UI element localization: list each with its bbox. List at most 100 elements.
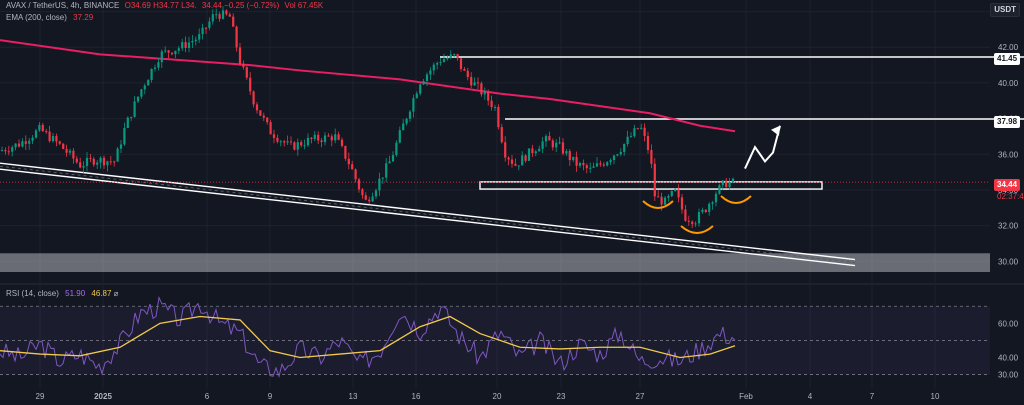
- candle: [480, 81, 483, 97]
- symbol-legend[interactable]: AVAX / TetherUS, 4h, BINANCE O34.69 H34.…: [6, 1, 323, 10]
- candle: [45, 128, 48, 134]
- candle: [153, 64, 157, 72]
- candle: [28, 137, 31, 150]
- candle-body: [725, 180, 728, 188]
- candle: [504, 136, 507, 162]
- candle-body: [691, 221, 694, 225]
- candle: [385, 158, 388, 183]
- rsi-axis-tick: 30.00: [998, 371, 1019, 380]
- candle: [701, 207, 704, 214]
- candle: [572, 156, 575, 163]
- candle: [619, 148, 622, 157]
- candle: [538, 145, 541, 152]
- rsi-legend[interactable]: RSI (14, close) 51.90 46.87 ⌀: [6, 289, 119, 298]
- candle: [677, 184, 680, 203]
- candle: [466, 67, 469, 81]
- candle-body: [55, 135, 58, 142]
- candle-body: [650, 149, 653, 164]
- candle: [184, 36, 187, 53]
- candle-body: [589, 167, 592, 169]
- candle-body: [663, 197, 667, 205]
- ema-legend[interactable]: EMA (200, close) 37.29: [6, 13, 93, 22]
- candle: [405, 117, 408, 126]
- candle-body: [517, 165, 520, 167]
- candle-body: [357, 179, 361, 190]
- candle-body: [232, 16, 235, 27]
- candle: [327, 133, 330, 137]
- candle-body: [34, 130, 38, 138]
- candle-body: [215, 14, 218, 16]
- candle-body: [463, 68, 466, 71]
- candle-body: [201, 27, 204, 35]
- candle-body: [368, 199, 371, 202]
- candle-body: [531, 148, 534, 154]
- candle: [320, 138, 323, 148]
- candle: [75, 155, 78, 164]
- currency-badge[interactable]: USDT: [990, 3, 1020, 17]
- candle: [357, 177, 361, 193]
- candle: [388, 155, 391, 164]
- candle: [279, 139, 282, 147]
- candle-body: [17, 143, 21, 147]
- rsi-axis-tick: 60.00: [998, 319, 1019, 328]
- candle: [521, 151, 524, 166]
- candle-body: [218, 14, 221, 19]
- candle-body: [276, 137, 279, 142]
- candle: [276, 134, 279, 144]
- candle-body: [680, 197, 684, 210]
- candle: [106, 160, 109, 172]
- candle-body: [320, 140, 323, 143]
- candle-body: [660, 196, 663, 205]
- candle: [585, 163, 588, 174]
- candle: [99, 156, 102, 169]
- candle-body: [473, 82, 476, 86]
- candle: [330, 133, 333, 147]
- candle-body: [269, 122, 272, 135]
- candle-body: [38, 124, 41, 131]
- candle: [408, 110, 412, 122]
- candle: [371, 192, 374, 202]
- candle-body: [694, 223, 697, 225]
- rsi-settings-icon[interactable]: ⌀: [113, 289, 119, 298]
- candle-body: [612, 155, 616, 161]
- candle: [527, 148, 531, 162]
- candle-body: [480, 83, 483, 95]
- candle: [337, 131, 340, 141]
- trendline-lower: [0, 168, 856, 267]
- candle: [653, 158, 656, 201]
- candle: [725, 177, 728, 188]
- candle-body: [704, 209, 707, 212]
- candle-body: [708, 203, 711, 212]
- candle: [89, 153, 92, 163]
- candle: [548, 131, 551, 141]
- candle: [704, 209, 707, 214]
- projection-arrow-icon: [771, 125, 780, 136]
- candle-body: [449, 54, 452, 59]
- candle: [691, 220, 694, 229]
- rsi-panel[interactable]: [0, 296, 990, 379]
- candle: [119, 140, 123, 154]
- candle: [0, 146, 4, 152]
- candle-body: [364, 195, 367, 200]
- candle-body: [643, 127, 646, 137]
- candle-body: [602, 164, 605, 166]
- candle: [531, 144, 534, 157]
- candle-body: [181, 42, 184, 49]
- candle: [116, 147, 119, 162]
- price-axis-tick: 42.00: [998, 43, 1019, 52]
- candle: [221, 6, 225, 20]
- candle-body: [599, 163, 602, 165]
- candle: [177, 45, 180, 55]
- candle: [517, 165, 520, 171]
- candle: [497, 104, 500, 130]
- candle: [398, 126, 401, 144]
- candle: [72, 147, 75, 164]
- price-panel[interactable]: [0, 6, 1024, 272]
- candle: [595, 157, 599, 168]
- candle-body: [629, 136, 633, 138]
- price-axis-tick: 32.00: [998, 222, 1019, 231]
- candle: [551, 138, 554, 151]
- candle-body: [483, 91, 486, 95]
- candle-body: [534, 151, 537, 154]
